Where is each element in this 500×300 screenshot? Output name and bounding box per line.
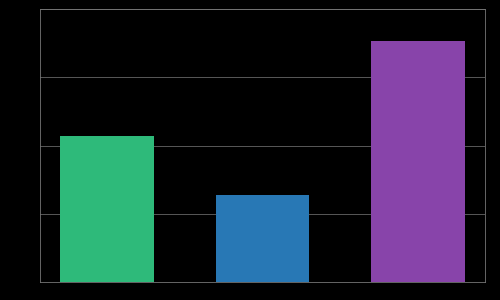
Bar — [372, 41, 465, 282]
Bar — [60, 136, 154, 282]
Bar — [216, 195, 309, 282]
